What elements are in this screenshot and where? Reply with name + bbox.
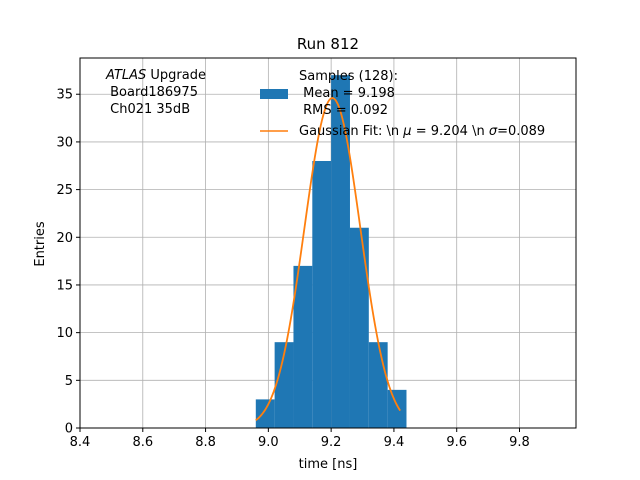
histogram-bar-6 [368, 342, 388, 428]
y-tick-label-6: 30 [56, 135, 73, 150]
x-tick-label-6: 9.6 [446, 435, 467, 450]
legend-hist-line-3: RMS = 0.092 [299, 103, 388, 118]
x-tick-label-0: 8.4 [70, 435, 91, 450]
gaussian-fit-curve-layer [255, 97, 401, 422]
y-tick-label-1: 5 [65, 374, 73, 389]
annotation-channel: Ch021 35dB [106, 102, 190, 117]
histogram-bars [255, 75, 407, 428]
x-tick-label-7: 9.8 [509, 435, 530, 450]
histogram-bar-4 [331, 75, 350, 428]
histogram-bar-7 [387, 389, 407, 428]
chart-title: Run 812 [297, 35, 359, 53]
legend-hist-line-1: Samples (128): [299, 69, 398, 84]
y-tick-label-0: 0 [65, 422, 73, 437]
legend-hist-swatch [260, 89, 288, 99]
legend-hist-line-2: Mean = 9.198 [299, 86, 395, 101]
histogram-bar-1 [274, 342, 294, 428]
legend-fit-mu: μ [402, 124, 411, 139]
histogram-bar-2 [293, 265, 313, 428]
annotation-line-1: ATLAS Upgrade [105, 68, 206, 83]
y-tick-label-2: 10 [56, 326, 73, 341]
y-tick-label-7: 35 [56, 88, 73, 103]
atlas-annotation: ATLAS Upgrade Board186975 Ch021 35dB [105, 68, 206, 117]
x-tick-label-3: 9.0 [258, 435, 279, 450]
x-tick-label-5: 9.4 [384, 435, 405, 450]
y-tick-label-4: 20 [56, 231, 73, 246]
x-tick-label-2: 8.8 [195, 435, 216, 450]
annotation-atlas: ATLAS [105, 68, 146, 83]
legend-fit-label: Gaussian Fit: \n μ = 9.204 \n σ=0.089 [299, 124, 545, 139]
legend-fit-mu-value: = 9.204 \n [412, 124, 489, 139]
legend-fit-sigma: σ [489, 124, 498, 139]
legend: Samples (128): Mean = 9.198 RMS = 0.092 … [260, 69, 545, 139]
histogram-bar-5 [349, 227, 369, 428]
plot-frame [79, 57, 577, 429]
histogram-bar-3 [312, 160, 332, 428]
legend-fit-prefix: Gaussian Fit: \n [299, 124, 403, 139]
y-axis-label: Entries [33, 221, 48, 267]
legend-fit-sigma-value: =0.089 [497, 124, 545, 139]
x-tick-label-4: 9.2 [321, 435, 342, 450]
x-tick-label-1: 8.6 [132, 435, 153, 450]
annotation-board: Board186975 [106, 85, 198, 100]
gaussian-fit-curve [255, 97, 401, 422]
y-tick-label-5: 25 [56, 183, 73, 198]
axis-ticks: 8.4 8.6 8.8 9.0 9.2 9.4 9.6 9.8 0 5 10 15 20 25 30 35 [56, 88, 529, 450]
histogram-bar-0 [255, 399, 275, 428]
annotation-upgrade: Upgrade [146, 68, 206, 83]
x-axis-label: time [ns] [299, 457, 358, 472]
y-tick-label-3: 15 [56, 278, 73, 293]
